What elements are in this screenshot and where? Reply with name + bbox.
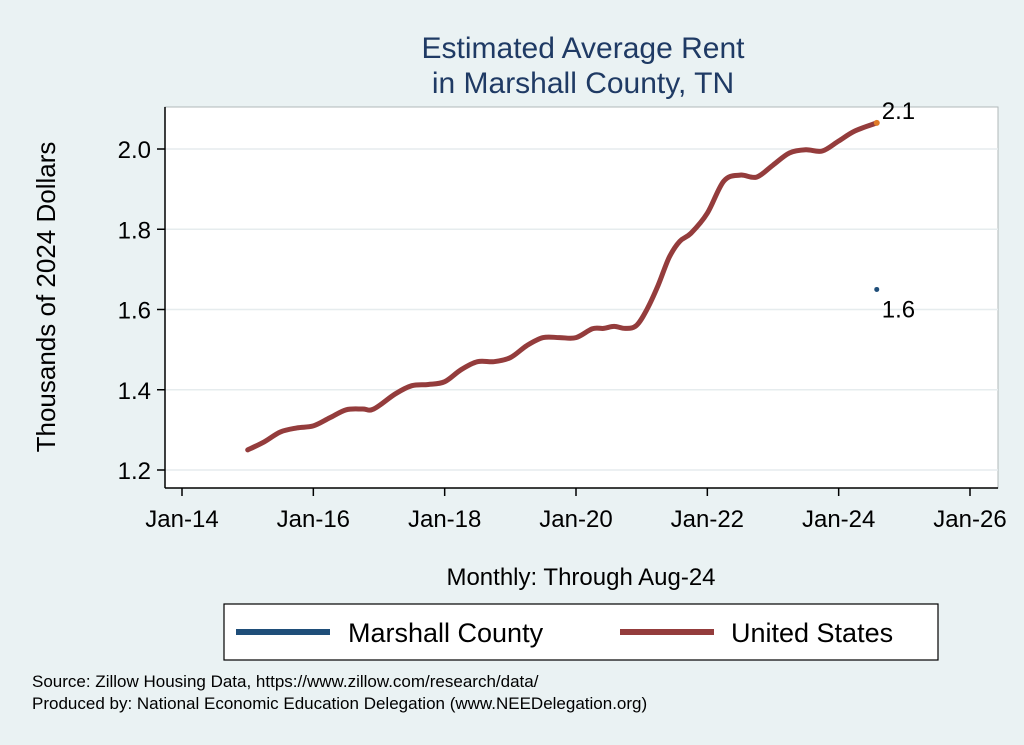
x-axis: Jan-14 Jan-16 Jan-18 Jan-20 Jan-22 Jan-24 Jan-…: [145, 487, 1007, 533]
x-tick-label: Jan-22: [671, 506, 744, 533]
y-axis-label: Thousands of 2024 Dollars: [31, 142, 61, 453]
plot-area: [164, 106, 999, 489]
legend-label-united-states: United States: [731, 618, 893, 648]
source-note: Source: Zillow Housing Data, https://www…: [32, 672, 539, 691]
y-tick-label: 2.0: [118, 137, 151, 164]
x-tick-label: Jan-20: [539, 506, 612, 533]
gridlines: [165, 148, 998, 471]
y-tick-label: 1.4: [118, 378, 151, 405]
x-tick-label: Jan-16: [277, 506, 350, 533]
legend-label-marshall-county: Marshall County: [348, 618, 544, 648]
marshall-county-end-label: 1.6: [882, 296, 915, 323]
x-tick-label: Jan-14: [145, 506, 218, 533]
y-axis: 1.2 1.4 1.6 1.8 2.0: [118, 107, 166, 488]
y-tick-label: 1.2: [118, 458, 151, 485]
x-axis-label: Monthly: Through Aug-24: [446, 564, 715, 591]
legend-box: [223, 603, 939, 661]
x-tick-label: Jan-24: [802, 506, 875, 533]
producer-note: Produced by: National Economic Education…: [32, 694, 647, 713]
series-layer: 2.1 1.6: [245, 98, 915, 453]
united-states-end-point: [873, 119, 880, 126]
x-tick-label: Jan-18: [408, 506, 481, 533]
united-states-end-label: 2.1: [882, 98, 915, 125]
legend: Marshall County United States: [223, 603, 939, 661]
marshall-county-point: [874, 286, 880, 292]
y-tick-label: 1.8: [118, 217, 151, 244]
chart-title-line-2: in Marshall County, TN: [432, 67, 734, 100]
chart-title-line-1: Estimated Average Rent: [422, 32, 746, 65]
y-tick-label: 1.6: [118, 298, 151, 325]
x-tick-label: Jan-26: [933, 506, 1006, 533]
series-line-united-states: [245, 120, 880, 453]
